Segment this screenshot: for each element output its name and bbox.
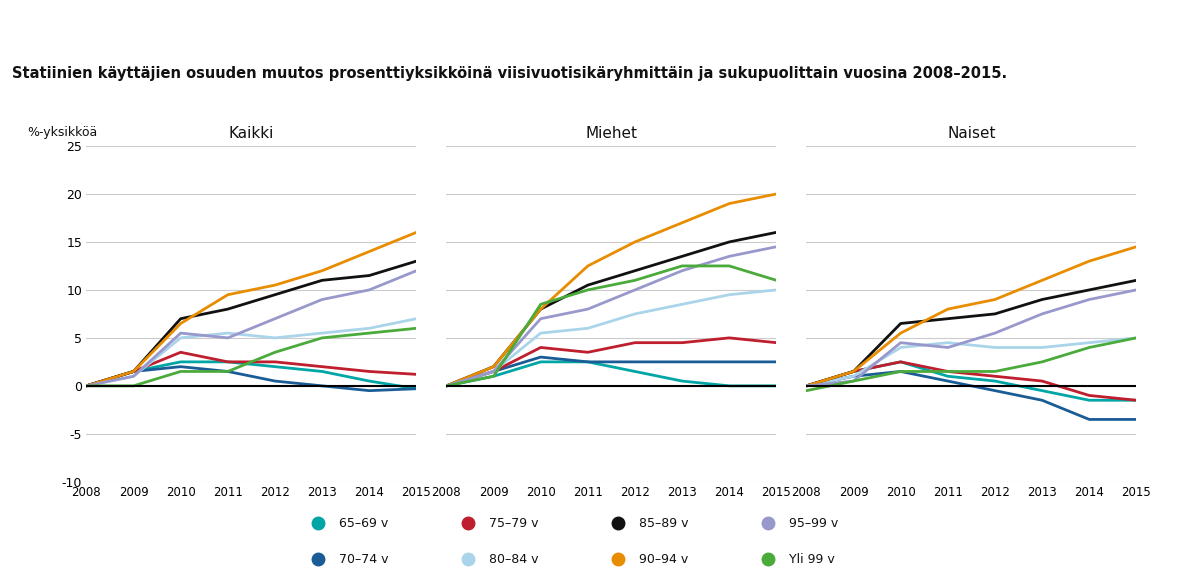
Text: 75–79 v: 75–79 v xyxy=(490,517,539,530)
Text: KUVIO 3.: KUVIO 3. xyxy=(10,12,83,27)
Title: Kaikki: Kaikki xyxy=(229,126,274,141)
Text: 85–89 v: 85–89 v xyxy=(640,517,689,530)
Text: 80–84 v: 80–84 v xyxy=(490,552,539,566)
Text: 65–69 v: 65–69 v xyxy=(340,517,389,530)
Text: 95–99 v: 95–99 v xyxy=(790,517,839,530)
Text: %-yksikköä: %-yksikköä xyxy=(26,126,97,140)
Title: Naiset: Naiset xyxy=(947,126,996,141)
Text: 90–94 v: 90–94 v xyxy=(640,552,689,566)
Text: Yli 99 v: Yli 99 v xyxy=(790,552,835,566)
Text: 70–74 v: 70–74 v xyxy=(340,552,389,566)
Title: Miehet: Miehet xyxy=(586,126,637,141)
Text: Statiinien käyttäjien osuuden muutos prosenttiyksikköinä viisivuotisikäryhmittäi: Statiinien käyttäjien osuuden muutos pro… xyxy=(12,67,1007,82)
